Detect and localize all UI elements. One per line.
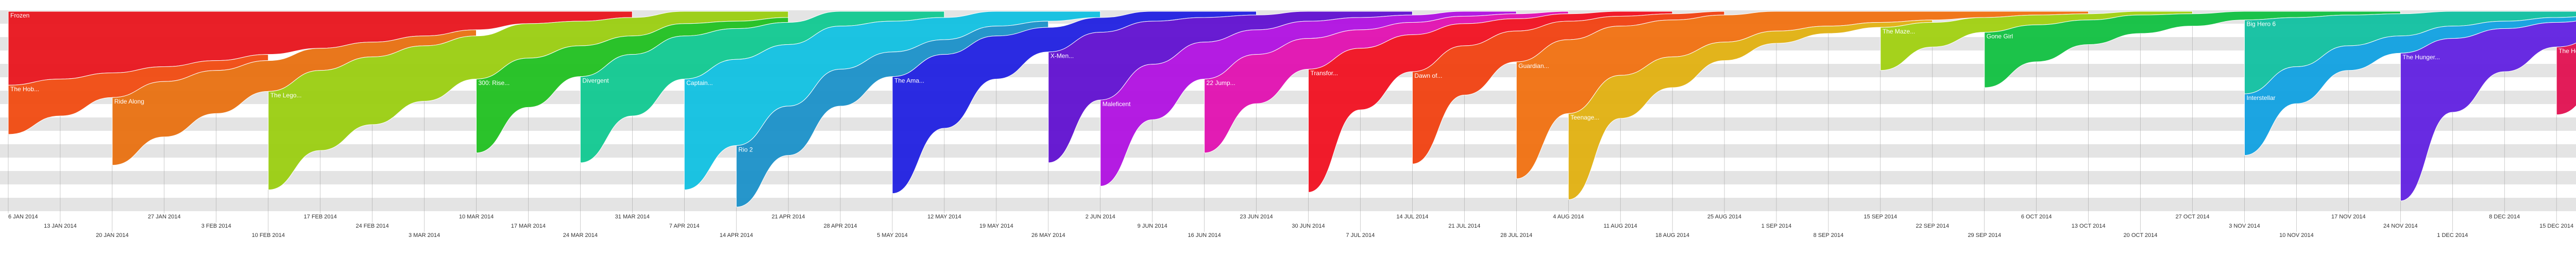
x-tick-label: 21 APR 2014 <box>772 214 805 220</box>
x-tick-label: 26 MAY 2014 <box>1031 232 1065 238</box>
x-tick-label: 8 DEC 2014 <box>2489 214 2520 220</box>
series-label: Maleficent <box>1103 100 1131 108</box>
x-tick-label: 11 AUG 2014 <box>1604 223 1637 229</box>
x-tick-label: 10 NOV 2014 <box>2279 232 2314 238</box>
x-tick-label: 28 APR 2014 <box>824 223 857 229</box>
x-tick-label: 3 NOV 2014 <box>2229 223 2260 229</box>
stream <box>2400 21 2576 201</box>
x-tick-label: 23 JUN 2014 <box>1240 214 1273 220</box>
x-tick-label: 22 SEP 2014 <box>1916 223 1950 229</box>
x-tick-label: 13 JAN 2014 <box>44 223 77 229</box>
x-tick-label: 6 JAN 2014 <box>8 214 38 220</box>
series-label: Dawn of... <box>1414 72 1442 79</box>
x-tick-label: 14 JUL 2014 <box>1396 214 1428 220</box>
series-label: Interstellar <box>2246 94 2275 101</box>
series-label: The Ama... <box>894 77 924 84</box>
x-tick-label: 29 SEP 2014 <box>1968 232 2001 238</box>
series-label: Gone Girl <box>1987 32 2013 40</box>
x-tick-label: 1 SEP 2014 <box>1761 223 1792 229</box>
series-label: 300: Rise... <box>478 79 510 87</box>
x-tick-label: 7 JUL 2014 <box>1346 232 1375 238</box>
x-tick-label: 16 JUN 2014 <box>1188 232 1221 238</box>
series-label: The Maze... <box>1883 28 1915 35</box>
x-tick-label: 5 MAY 2014 <box>877 232 908 238</box>
x-tick-label: 24 MAR 2014 <box>563 232 598 238</box>
series-label: The Hob... <box>10 86 39 93</box>
x-tick-label: 12 MAY 2014 <box>927 214 961 220</box>
series-label: Frozen <box>10 12 29 19</box>
series-label: Guardian... <box>1518 62 1549 70</box>
x-tick-label: 9 JUN 2014 <box>1138 223 1167 229</box>
x-tick-label: 10 FEB 2014 <box>252 232 285 238</box>
stream <box>2556 43 2576 115</box>
background-stripes <box>0 10 2576 211</box>
x-tick-label: 4 AUG 2014 <box>1553 214 1584 220</box>
x-tick-label: 20 OCT 2014 <box>2124 232 2158 238</box>
x-tick-label: 8 SEP 2014 <box>1814 232 1844 238</box>
stripe <box>0 171 2576 184</box>
x-tick-label: 13 OCT 2014 <box>2072 223 2106 229</box>
x-tick-label: 15 DEC 2014 <box>2539 223 2573 229</box>
series-label: Captain... <box>686 79 713 87</box>
series-label: Teenage... <box>1570 114 1599 121</box>
series-label: 22 Jump... <box>1207 79 1235 87</box>
x-tick-label: 19 MAY 2014 <box>979 223 1013 229</box>
series-label: Big Hero 6 <box>2246 21 2276 28</box>
x-tick-label: 31 MAR 2014 <box>615 214 650 220</box>
x-tick-label: 17 NOV 2014 <box>2331 214 2366 220</box>
stripe <box>0 144 2576 158</box>
x-tick-label: 25 AUG 2014 <box>1707 214 1741 220</box>
x-tick-label: 27 OCT 2014 <box>2176 214 2210 220</box>
series-label: The Lego... <box>270 92 302 99</box>
x-tick-label: 24 NOV 2014 <box>2383 223 2418 229</box>
x-tick-label: 24 FEB 2014 <box>355 223 388 229</box>
x-tick-label: 7 APR 2014 <box>669 223 700 229</box>
series-label: Ride Along <box>114 98 144 105</box>
labels: Frozen The Hob... Ride Along The Lego... 300… <box>8 12 2576 238</box>
x-tick-label: 14 APR 2014 <box>720 232 753 238</box>
series-label: The Hunger... <box>2402 54 2440 61</box>
stripe <box>0 117 2576 131</box>
x-tick-label: 28 JUL 2014 <box>1500 232 1532 238</box>
x-tick-label: 1 DEC 2014 <box>2437 232 2468 238</box>
x-tick-label: 10 MAR 2014 <box>459 214 494 220</box>
x-tick-label: 20 JAN 2014 <box>96 232 129 238</box>
x-tick-label: 15 SEP 2014 <box>1864 214 1897 220</box>
x-tick-label: 30 JUN 2014 <box>1292 223 1325 229</box>
x-tick-label: 18 AUG 2014 <box>1655 232 1689 238</box>
x-tick-label: 21 JUL 2014 <box>1448 223 1480 229</box>
x-tick-label: 2 JUN 2014 <box>1086 214 1115 220</box>
stripe <box>0 198 2576 211</box>
x-tick-label: 6 OCT 2014 <box>2021 214 2052 220</box>
streams <box>8 11 2576 208</box>
x-tick-label: 27 JAN 2014 <box>148 214 181 220</box>
x-tick-label: 17 FEB 2014 <box>304 214 337 220</box>
series-label: Divergent <box>582 77 609 84</box>
x-tick-label: 3 MAR 2014 <box>409 232 440 238</box>
x-tick-label: 17 MAR 2014 <box>511 223 546 229</box>
series-label: Rio 2 <box>738 146 753 153</box>
x-tick-label: 3 FEB 2014 <box>201 223 231 229</box>
series-label: X-Men... <box>1050 53 1074 60</box>
series-label: The Hob... <box>2558 47 2576 55</box>
series-label: Transfor... <box>1311 70 1338 77</box>
